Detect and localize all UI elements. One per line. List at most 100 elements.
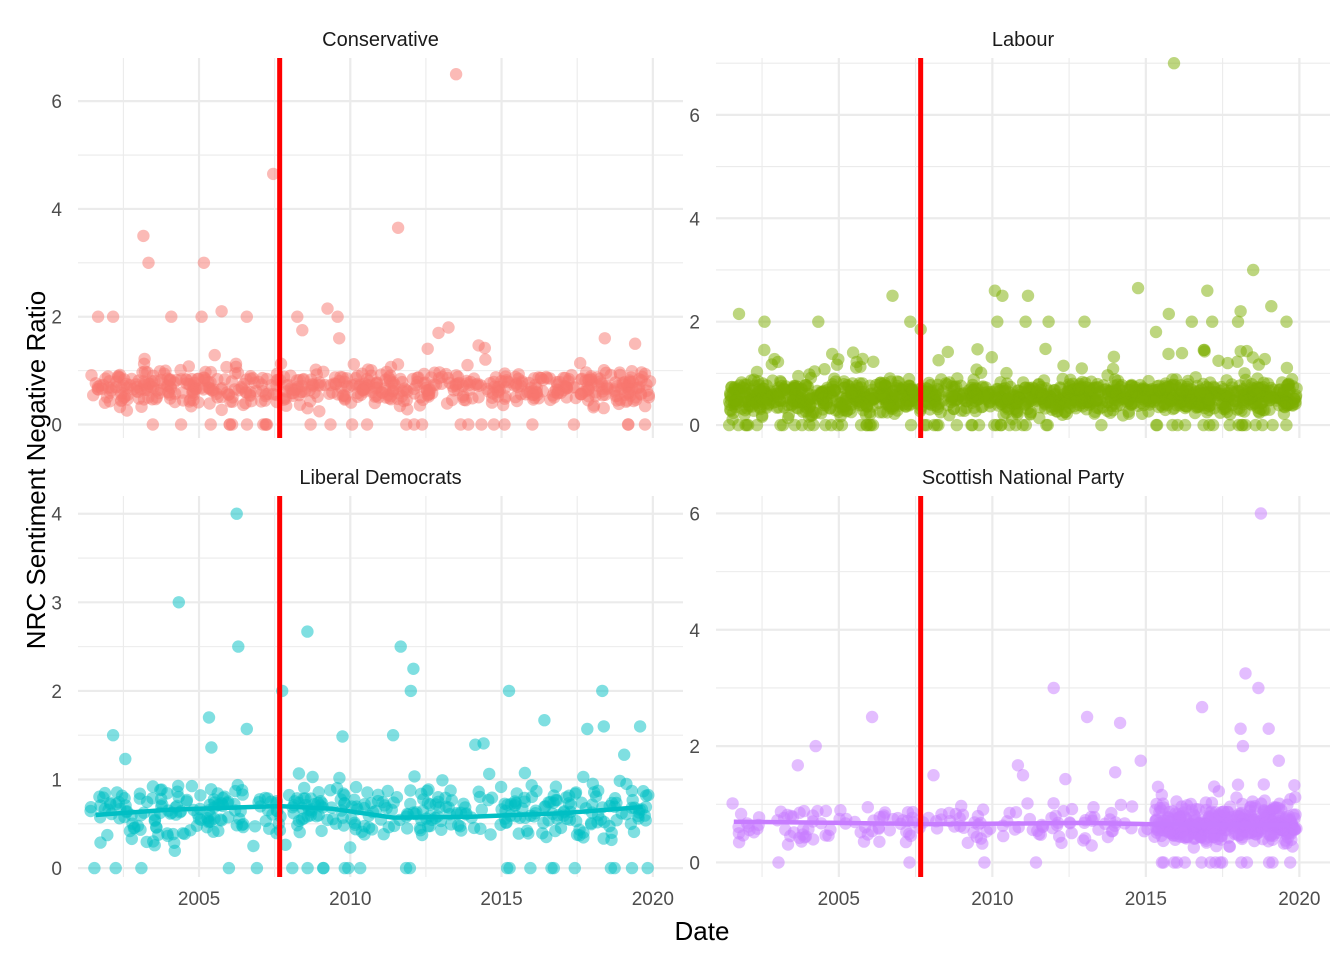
data-point xyxy=(1178,418,1192,432)
outlier-point xyxy=(1265,300,1278,313)
data-point xyxy=(1266,803,1280,816)
data-point xyxy=(638,418,652,431)
data-point xyxy=(1234,345,1247,358)
data-point xyxy=(1125,800,1139,813)
data-point xyxy=(223,418,236,431)
outlier-point xyxy=(1019,315,1032,328)
data-point xyxy=(1087,801,1100,814)
outlier-point xyxy=(809,739,822,753)
outlier-point xyxy=(1206,315,1219,328)
data-point xyxy=(530,381,543,395)
outlier-point xyxy=(1167,57,1181,70)
data-point xyxy=(641,861,654,875)
facet-title: Liberal Democrats xyxy=(299,467,461,489)
data-point xyxy=(971,343,984,356)
data-point xyxy=(1035,387,1049,400)
data-point xyxy=(536,827,549,840)
data-point xyxy=(445,393,459,407)
data-point xyxy=(460,374,473,388)
data-point xyxy=(109,861,122,875)
data-point xyxy=(361,786,374,799)
data-point xyxy=(950,418,963,432)
data-point xyxy=(1204,856,1217,869)
data-point xyxy=(755,392,769,405)
data-point xyxy=(225,375,239,388)
data-point xyxy=(1157,801,1170,814)
data-point xyxy=(347,358,360,371)
data-point xyxy=(904,829,917,843)
data-point xyxy=(1205,796,1219,809)
data-point xyxy=(354,861,367,875)
panel-liberal-democrats: 2005 2010 2015 2020 0 1 2 3 4 Liberal Democrats xyxy=(51,467,683,910)
data-point xyxy=(282,788,296,802)
data-point xyxy=(306,770,319,784)
data-point xyxy=(135,861,148,875)
data-point xyxy=(462,418,475,431)
data-point xyxy=(215,383,228,396)
outlier-point xyxy=(296,324,309,337)
data-point xyxy=(216,791,230,805)
data-point xyxy=(235,818,249,832)
data-point xyxy=(750,418,764,432)
data-point xyxy=(613,366,626,379)
outlier-point xyxy=(172,596,185,609)
x-tick-label: 2010 xyxy=(971,889,1013,910)
data-point xyxy=(1203,393,1217,406)
data-point xyxy=(1244,800,1258,813)
panel-scottish-national-party: 2005 2010 2015 2020 0 2 4 6 Scottish National Pa… xyxy=(689,467,1330,910)
data-point xyxy=(135,400,148,413)
data-point xyxy=(794,395,808,409)
data-point xyxy=(1231,809,1244,822)
data-point xyxy=(112,369,125,383)
data-point xyxy=(624,371,638,384)
data-point xyxy=(1075,394,1088,407)
data-point xyxy=(830,358,844,371)
data-point xyxy=(1236,831,1249,844)
y-tick-label: 6 xyxy=(51,92,62,113)
data-point xyxy=(1284,793,1297,806)
data-point xyxy=(247,839,260,853)
outlier-point xyxy=(1234,305,1247,318)
data-point xyxy=(467,821,481,835)
data-point xyxy=(400,393,413,407)
data-point xyxy=(1088,811,1101,824)
data-point xyxy=(947,390,960,403)
data-point xyxy=(308,386,321,399)
data-point xyxy=(739,418,752,432)
data-point xyxy=(1047,797,1060,810)
data-point xyxy=(484,828,497,841)
data-point xyxy=(336,811,350,824)
outlier-point xyxy=(391,221,405,234)
data-point xyxy=(180,374,193,387)
outlier-point xyxy=(791,759,804,772)
data-point xyxy=(1057,804,1070,818)
data-point xyxy=(1019,398,1032,412)
data-point xyxy=(857,835,871,848)
data-point xyxy=(732,827,746,840)
data-point xyxy=(1204,376,1217,389)
data-point xyxy=(304,418,317,431)
data-point xyxy=(1009,418,1022,432)
outlier-point xyxy=(904,315,917,328)
data-point xyxy=(138,365,152,378)
data-point xyxy=(309,363,322,376)
data-point xyxy=(867,355,880,368)
data-point xyxy=(511,380,524,393)
data-point xyxy=(154,373,168,387)
data-point xyxy=(1266,391,1280,405)
outlier-point xyxy=(240,722,253,736)
data-point xyxy=(260,418,274,431)
data-point xyxy=(172,790,185,804)
data-point xyxy=(204,418,217,431)
data-point xyxy=(876,390,890,403)
data-point xyxy=(774,418,787,432)
data-point xyxy=(1017,376,1030,389)
data-point xyxy=(250,861,264,875)
data-point xyxy=(512,827,525,840)
data-point xyxy=(421,342,434,355)
data-point xyxy=(976,400,989,413)
data-point xyxy=(191,372,204,386)
data-point xyxy=(734,807,748,821)
